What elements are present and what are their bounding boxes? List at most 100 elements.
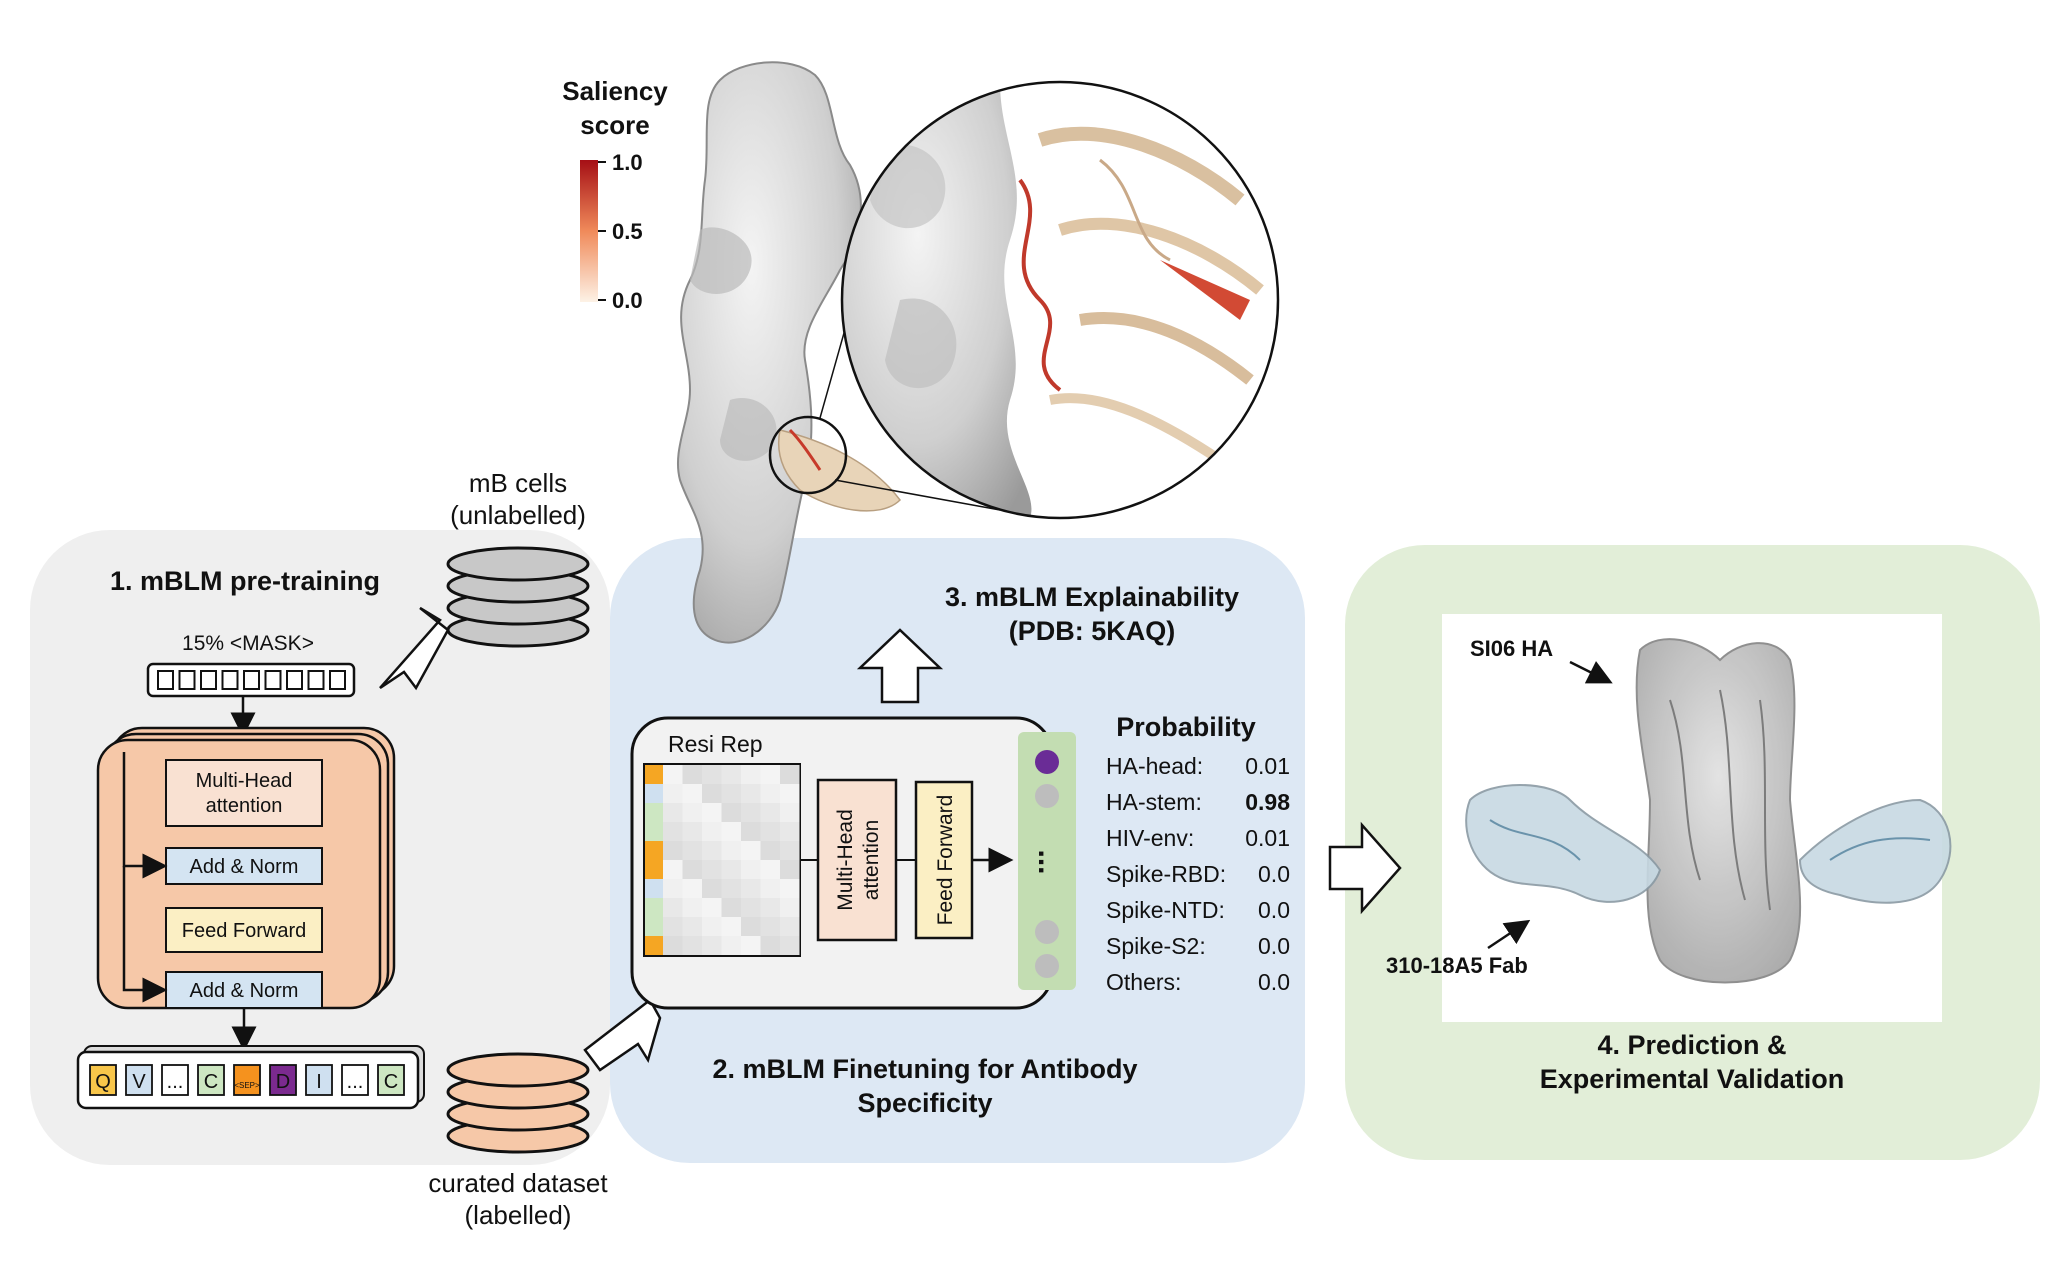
masked-token-cell [329,670,346,690]
matrix-cell [702,917,722,936]
matrix-cell [780,860,800,879]
token-label: C [384,1071,398,1093]
masked-token-cell [178,670,196,690]
matrix-cell [721,765,741,784]
matrix-cell [645,860,663,879]
matrix-cell [760,841,780,860]
matrix-cell [741,860,761,879]
token-box [125,1064,153,1096]
saliency-subtitle: score [580,110,649,140]
matrix-cell [702,841,722,860]
cryo-em-map [1465,638,1952,984]
saliency-tick-low: 0.0 [612,288,643,313]
mask-label: 15% <MASK> [182,632,314,655]
matrix-cell [741,822,761,841]
matrix-cell [645,765,663,784]
probability-value: 0.0 [1258,861,1290,887]
probability-label: HA-stem: [1106,789,1202,815]
probability-value: 0.0 [1258,933,1290,959]
panel-2-title-line1: 2. mBLM Finetuning for Antibody [713,1054,1138,1084]
matrix-cell [663,898,683,917]
matrix-cell [645,841,663,860]
matrix-cell [780,803,800,822]
matrix-cell [741,936,761,955]
matrix-cell [741,784,761,803]
matrix-cell [682,765,702,784]
output-layer [1018,732,1076,990]
panel-1-title: 1. mBLM pre-training [110,566,380,596]
matrix-cell [663,822,683,841]
matrix-cell [702,879,722,898]
token-label: ... [167,1071,184,1093]
saliency-title: Saliency [562,76,668,106]
token-box [161,1064,189,1096]
mha-line2: attention [206,795,283,817]
matrix-cell [682,841,702,860]
matrix-cell [760,765,780,784]
db-top-line1: mB cells [469,468,567,498]
matrix-cell [760,822,780,841]
masked-token-cell [157,670,174,690]
matrix-cell [721,936,741,955]
token-label: I [316,1071,322,1093]
matrix-cell [682,860,702,879]
output-node [1035,784,1059,808]
masked-token-row [146,662,356,698]
output-node-active [1035,750,1059,774]
probability-label: Spike-S2: [1106,933,1206,959]
resi-rep-label: Resi Rep [668,731,763,757]
block-arrow-to-validation [1328,821,1402,915]
matrix-cell [721,879,741,898]
matrix-cell [663,841,683,860]
token-box [377,1064,405,1096]
block-arrow-up-to-explain [856,628,944,704]
panel-3-title-line2: (PDB: 5KAQ) [1009,616,1176,646]
matrix-cell [721,784,741,803]
matrix-cell [682,803,702,822]
matrix-cell [780,765,800,784]
matrix-cell [702,803,722,822]
saliency-tick-mid: 0.5 [612,219,643,244]
db-bottom-line1: curated dataset [428,1168,608,1198]
token-label: Q [95,1071,111,1093]
mha-block [165,759,323,827]
add-norm-label-1: Add & Norm [190,856,299,878]
matrix-cell [663,936,683,955]
matrix-cell [663,917,683,936]
matrix-cell [645,917,663,936]
matrix-cell [702,784,722,803]
probability-label: HIV-env: [1106,825,1194,851]
masked-token-cell [200,670,217,690]
token-label: <SEP> [234,1081,260,1090]
matrix-cell [663,765,683,784]
probability-title: Probability [1116,712,1256,742]
matrix-cell [780,936,800,955]
label-310-18a5-fab: 310-18A5 Fab [1386,953,1528,978]
matrix-cell [663,879,683,898]
matrix-cell [645,822,663,841]
token-label: ... [347,1071,364,1093]
matrix-cell [645,803,663,822]
matrix-cell [721,803,741,822]
token-box [269,1064,297,1096]
matrix-cell [741,841,761,860]
finetune-mha-line2: attention [860,820,883,901]
matrix-cell [682,879,702,898]
probability-value: 0.0 [1258,897,1290,923]
matrix-cell [741,879,761,898]
add-norm-block-1 [165,847,323,885]
matrix-cell [760,860,780,879]
matrix-cell [645,898,663,917]
matrix-cell [741,898,761,917]
matrix-cell [780,879,800,898]
token-label: V [132,1071,146,1093]
matrix-cell [682,784,702,803]
matrix-cell [760,898,780,917]
token-label: C [204,1071,218,1093]
matrix-cell [780,784,800,803]
matrix-cell [721,898,741,917]
saliency-colorbar [580,160,598,302]
matrix-cell [702,822,722,841]
panel-2-title-line2: Specificity [857,1088,992,1118]
finetune-ff-label: Feed Forward [934,795,957,926]
